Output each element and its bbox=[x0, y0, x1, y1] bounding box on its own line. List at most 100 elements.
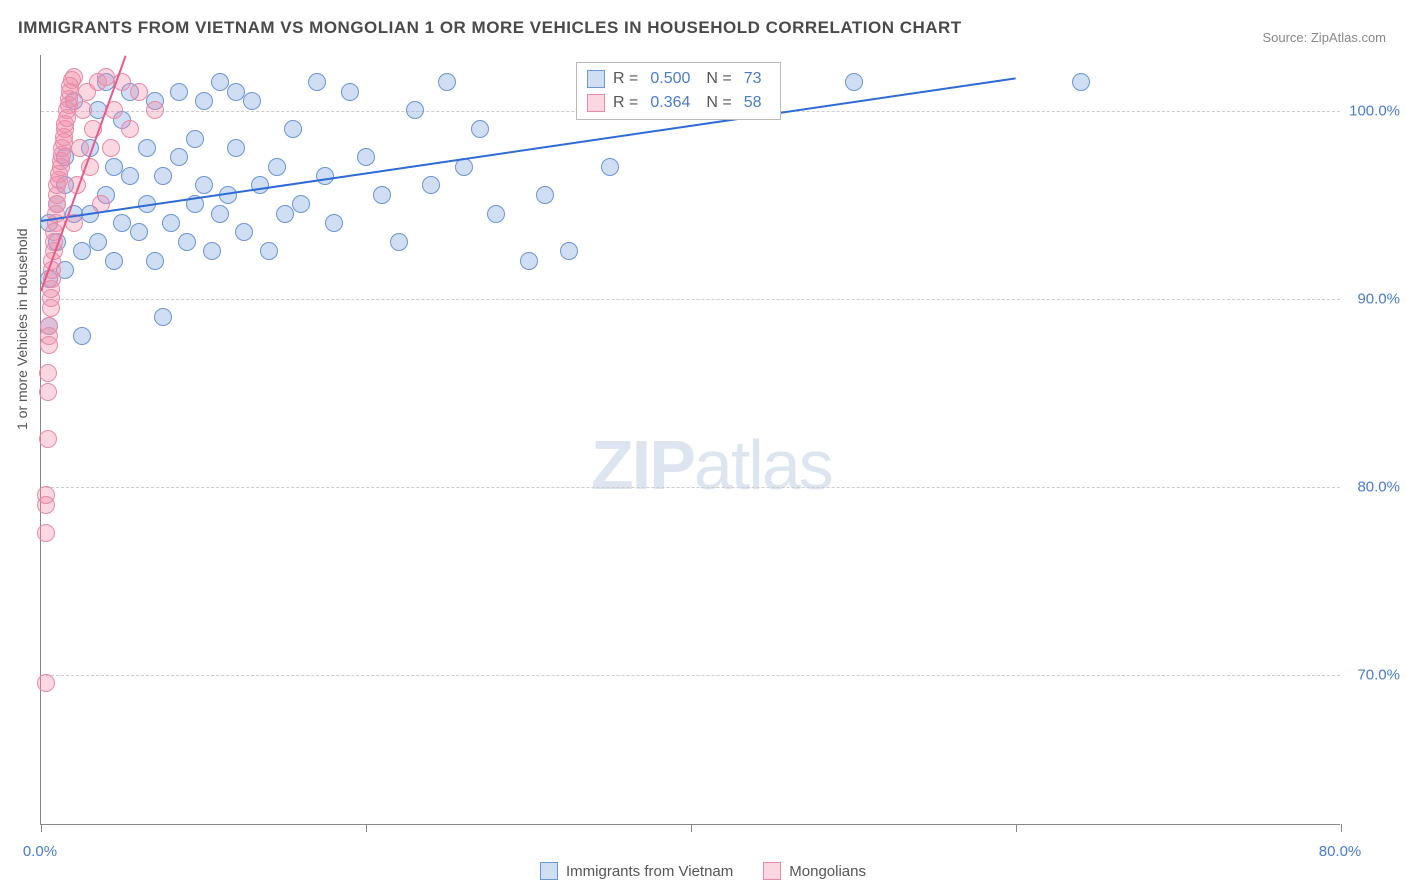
watermark: ZIPatlas bbox=[591, 425, 832, 505]
x-tick-label: 80.0% bbox=[1319, 843, 1362, 860]
legend-n-value: 73 bbox=[744, 70, 762, 88]
data-point bbox=[37, 674, 55, 692]
data-point bbox=[325, 214, 343, 232]
data-point bbox=[390, 233, 408, 251]
data-point bbox=[211, 205, 229, 223]
y-tick-label: 90.0% bbox=[1357, 291, 1400, 308]
data-point bbox=[73, 242, 91, 260]
data-point bbox=[341, 83, 359, 101]
data-point bbox=[186, 130, 204, 148]
data-point bbox=[487, 205, 505, 223]
legend-swatch bbox=[587, 70, 605, 88]
trend-line bbox=[41, 78, 1016, 223]
data-point bbox=[211, 73, 229, 91]
x-tick-label: 0.0% bbox=[23, 843, 57, 860]
data-point bbox=[203, 242, 221, 260]
data-point bbox=[65, 68, 83, 86]
scatter-chart: ZIPatlas 70.0%80.0%90.0%100.0% bbox=[40, 55, 1340, 825]
data-point bbox=[227, 83, 245, 101]
data-point bbox=[316, 167, 334, 185]
data-point bbox=[130, 223, 148, 241]
gridline bbox=[41, 487, 1340, 488]
legend-label: Immigrants from Vietnam bbox=[566, 863, 733, 880]
data-point bbox=[243, 92, 261, 110]
data-point bbox=[195, 92, 213, 110]
data-point bbox=[37, 524, 55, 542]
data-point bbox=[130, 83, 148, 101]
legend-row: R = 0.364 N = 58 bbox=[587, 91, 770, 115]
data-point bbox=[121, 167, 139, 185]
chart-title: IMMIGRANTS FROM VIETNAM VS MONGOLIAN 1 O… bbox=[18, 18, 962, 38]
source-attribution: Source: ZipAtlas.com bbox=[1262, 30, 1386, 45]
legend-n-value: 58 bbox=[744, 94, 762, 112]
data-point bbox=[284, 120, 302, 138]
bottom-legend: Immigrants from Vietnam Mongolians bbox=[540, 862, 866, 880]
data-point bbox=[113, 214, 131, 232]
correlation-legend: R = 0.500 N = 73 R = 0.364 N = 58 bbox=[576, 62, 781, 120]
legend-row: R = 0.500 N = 73 bbox=[587, 67, 770, 91]
data-point bbox=[357, 148, 375, 166]
data-point bbox=[154, 167, 172, 185]
data-point bbox=[276, 205, 294, 223]
data-point bbox=[292, 195, 310, 213]
data-point bbox=[39, 430, 57, 448]
data-point bbox=[154, 308, 172, 326]
data-point bbox=[268, 158, 286, 176]
x-tick bbox=[1341, 824, 1342, 832]
data-point bbox=[260, 242, 278, 260]
legend-r-label: R = bbox=[613, 70, 638, 88]
data-point bbox=[560, 242, 578, 260]
x-tick bbox=[41, 824, 42, 832]
x-tick bbox=[691, 824, 692, 832]
data-point bbox=[39, 364, 57, 382]
data-point bbox=[178, 233, 196, 251]
data-point bbox=[121, 120, 139, 138]
data-point bbox=[146, 252, 164, 270]
data-point bbox=[74, 101, 92, 119]
legend-label: Mongolians bbox=[789, 863, 866, 880]
data-point bbox=[37, 486, 55, 504]
data-point bbox=[601, 158, 619, 176]
data-point bbox=[308, 73, 326, 91]
gridline bbox=[41, 675, 1340, 676]
data-point bbox=[195, 176, 213, 194]
y-tick-label: 100.0% bbox=[1349, 103, 1400, 120]
data-point bbox=[105, 158, 123, 176]
data-point bbox=[102, 139, 120, 157]
data-point bbox=[471, 120, 489, 138]
data-point bbox=[146, 101, 164, 119]
y-tick-label: 70.0% bbox=[1357, 666, 1400, 683]
data-point bbox=[235, 223, 253, 241]
y-axis-label: 1 or more Vehicles in Household bbox=[14, 228, 30, 430]
data-point bbox=[170, 83, 188, 101]
legend-r-value: 0.364 bbox=[650, 94, 690, 112]
data-point bbox=[520, 252, 538, 270]
legend-swatch bbox=[587, 94, 605, 112]
data-point bbox=[138, 139, 156, 157]
legend-r-label: R = bbox=[613, 94, 638, 112]
data-point bbox=[845, 73, 863, 91]
y-tick-label: 80.0% bbox=[1357, 478, 1400, 495]
x-tick bbox=[366, 824, 367, 832]
gridline bbox=[41, 299, 1340, 300]
legend-swatch bbox=[763, 862, 781, 880]
data-point bbox=[105, 252, 123, 270]
legend-r-value: 0.500 bbox=[650, 70, 690, 88]
legend-swatch bbox=[540, 862, 558, 880]
data-point bbox=[422, 176, 440, 194]
legend-item: Immigrants from Vietnam bbox=[540, 862, 733, 880]
data-point bbox=[39, 383, 57, 401]
data-point bbox=[71, 139, 89, 157]
data-point bbox=[373, 186, 391, 204]
data-point bbox=[170, 148, 188, 166]
legend-n-label: N = bbox=[706, 94, 731, 112]
data-point bbox=[73, 327, 91, 345]
data-point bbox=[89, 233, 107, 251]
legend-n-label: N = bbox=[706, 70, 731, 88]
data-point bbox=[438, 73, 456, 91]
data-point bbox=[162, 214, 180, 232]
data-point bbox=[251, 176, 269, 194]
data-point bbox=[1072, 73, 1090, 91]
data-point bbox=[406, 101, 424, 119]
x-tick bbox=[1016, 824, 1017, 832]
